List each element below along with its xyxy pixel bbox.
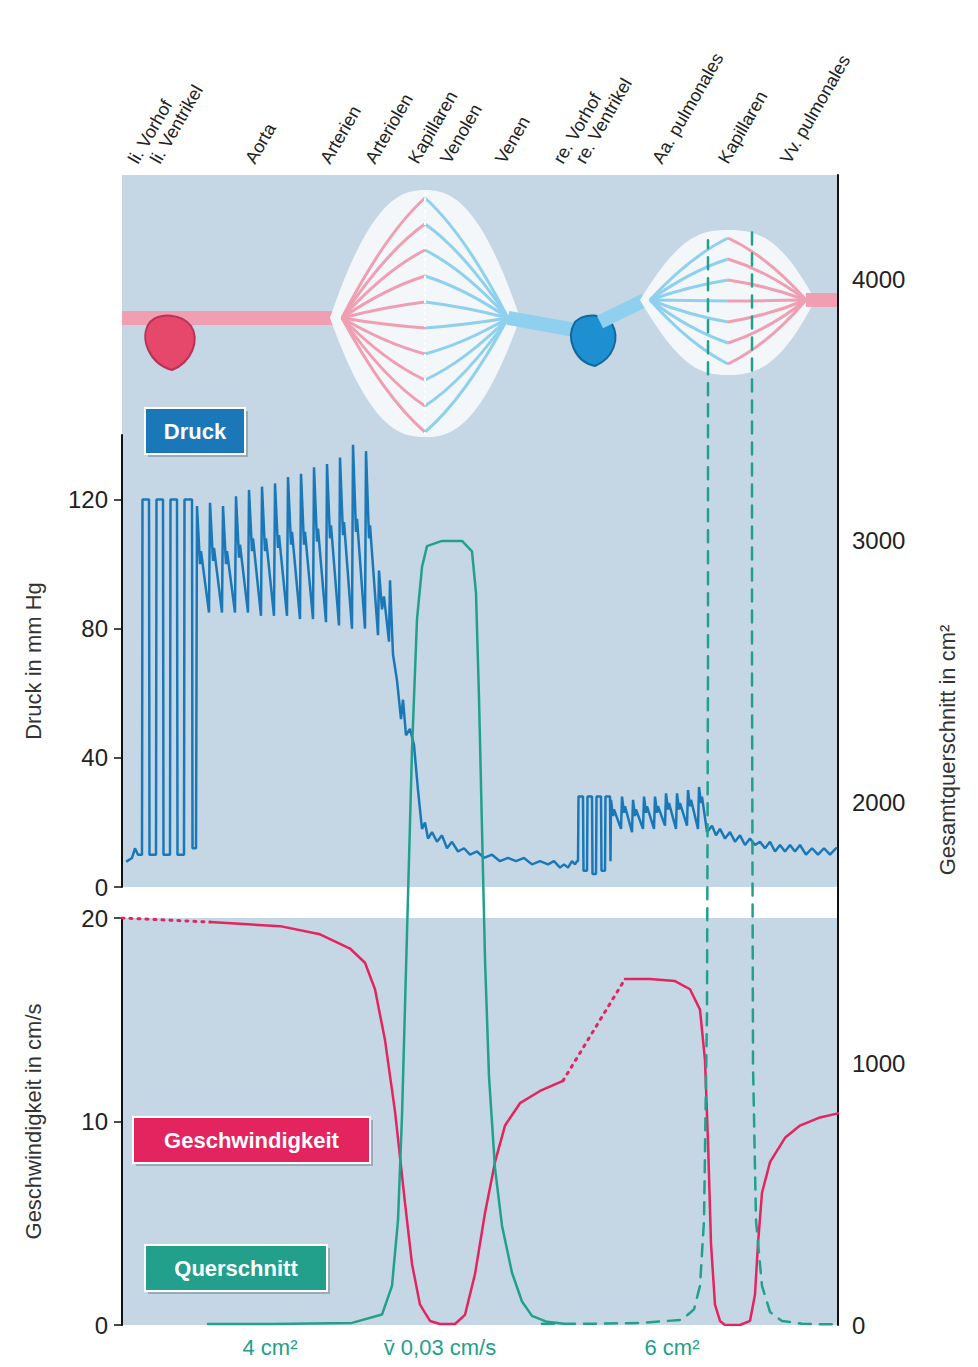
svg-text:0: 0 <box>852 1312 865 1339</box>
svg-text:4000: 4000 <box>852 266 905 293</box>
svg-text:Geschwindigkeit: Geschwindigkeit <box>164 1128 339 1153</box>
svg-text:80: 80 <box>81 615 108 642</box>
svg-text:4 cm²: 4 cm² <box>243 1335 298 1360</box>
svg-text:Arteriolen: Arteriolen <box>361 90 417 167</box>
svg-text:v̄ 0,03 cm/s: v̄ 0,03 cm/s <box>384 1335 496 1360</box>
svg-text:Aorta: Aorta <box>241 119 280 167</box>
svg-text:6 cm²: 6 cm² <box>645 1335 700 1360</box>
svg-text:40: 40 <box>81 744 108 771</box>
svg-text:3000: 3000 <box>852 527 905 554</box>
svg-text:re. Vorhof: re. Vorhof <box>549 89 606 167</box>
svg-text:120: 120 <box>68 486 108 513</box>
svg-text:0: 0 <box>95 874 108 901</box>
svg-text:re. Ventrikel: re. Ventrikel <box>571 75 636 167</box>
svg-text:Geschwindigkeit in cm/s: Geschwindigkeit in cm/s <box>21 1004 46 1240</box>
svg-text:2000: 2000 <box>852 789 905 816</box>
svg-text:20: 20 <box>81 905 108 932</box>
svg-text:Gesamtquerschnitt in cm²: Gesamtquerschnitt in cm² <box>935 625 960 876</box>
svg-text:Querschnitt: Querschnitt <box>174 1256 298 1281</box>
svg-text:1000: 1000 <box>852 1050 905 1077</box>
svg-text:Venolen: Venolen <box>436 101 486 167</box>
svg-text:Kapillaren: Kapillaren <box>404 88 461 167</box>
svg-text:10: 10 <box>81 1108 108 1135</box>
svg-text:Arterien: Arterien <box>316 102 365 167</box>
svg-text:li. Ventrikel: li. Ventrikel <box>146 82 207 167</box>
svg-text:Kapillaren: Kapillaren <box>714 88 771 167</box>
svg-text:Aa. pulmonales: Aa. pulmonales <box>648 50 727 167</box>
svg-text:Druck in mm Hg: Druck in mm Hg <box>21 582 46 740</box>
svg-text:Druck: Druck <box>164 419 227 444</box>
svg-text:Vv. pulmonales: Vv. pulmonales <box>776 52 854 167</box>
svg-text:0: 0 <box>95 1312 108 1339</box>
svg-text:li. Vorhof: li. Vorhof <box>124 95 177 167</box>
svg-text:Venen: Venen <box>491 113 534 167</box>
